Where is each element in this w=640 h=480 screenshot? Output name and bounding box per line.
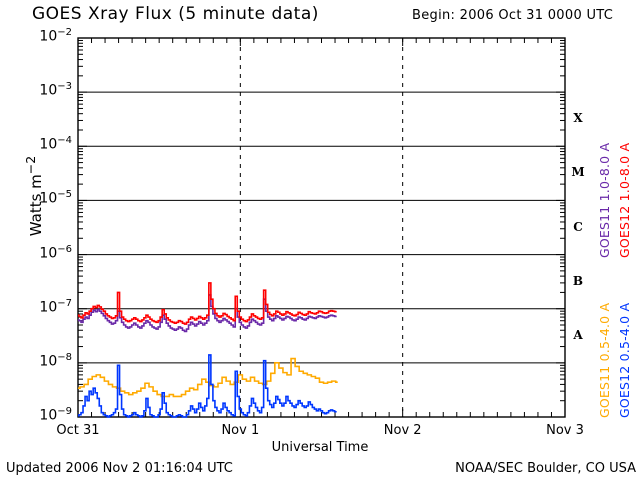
x-tick-label: Oct 31 [56,423,100,438]
flare-class-A: A [573,327,583,342]
updated-timestamp: Updated 2006 Nov 2 01:16:04 UTC [6,461,233,476]
legend-goes12-short: GOES12 0.5-4.0 A [617,302,632,418]
x-tick-label: Nov 1 [221,423,260,438]
y-tick-label: 10−8 [39,351,72,370]
legend-goes11-short: GOES11 0.5-4.0 A [597,302,612,418]
page-title: GOES Xray Flux (5 minute data) [32,4,319,24]
x-tick-label: Nov 2 [383,423,422,438]
plot-frame [77,37,566,418]
series-goes12-0-5-4-0-a [78,354,337,418]
source-attribution: NOAA/SEC Boulder, CO USA [455,461,636,476]
flare-class-M: M [571,165,585,180]
flare-class-X: X [573,111,583,126]
legend-goes11-long: GOES11 1.0-8.0 A [597,142,612,258]
flare-class-B: B [572,273,584,288]
y-tick-label: 10−9 [39,406,72,424]
series-goes12-1-0-8-0-a [78,282,337,325]
y-tick-label: 10−5 [39,189,72,208]
y-tick-label: 10−6 [39,243,72,262]
x-tick-label: Nov 3 [546,423,584,438]
flare-class-C: C [573,219,583,234]
y-tick-label: 10−4 [39,135,72,153]
y-tick-label: 10−2 [39,27,72,45]
begin-time-label: Begin: 2006 Oct 31 0000 UTC [412,8,614,23]
y-tick-label: 10−7 [39,297,72,316]
series-goes11-0-5-4-0-a [78,357,338,398]
x-axis-label: Universal Time [271,440,369,455]
legend-goes12-long: GOES12 1.0-8.0 A [617,142,632,258]
y-tick-label: 10−3 [39,81,72,99]
